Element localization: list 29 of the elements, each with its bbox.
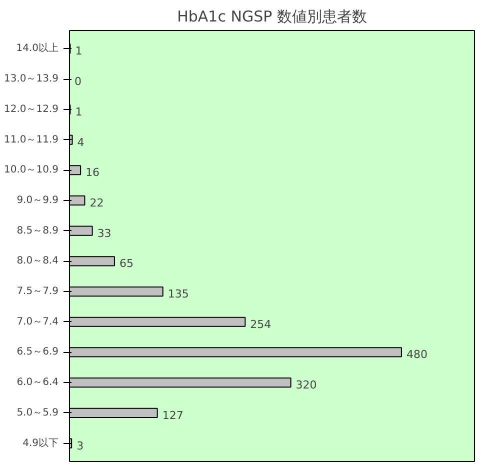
y-tick-label: 5.0～5.9 <box>16 407 59 418</box>
data-label: 135 <box>168 288 189 301</box>
data-label: 254 <box>250 318 272 331</box>
y-tick-label: 11.0～11.9 <box>4 134 58 146</box>
y-tick-label: 6.0～6.4 <box>16 377 59 388</box>
data-label: 320 <box>296 378 317 392</box>
data-label: 3 <box>76 439 84 452</box>
chart-title: HbA1c NGSP 数値別患者数 <box>177 8 367 26</box>
data-label: 4 <box>77 136 84 149</box>
y-tick-label: 6.5～6.9 <box>16 346 59 358</box>
y-tick-label: 4.9以下 <box>22 436 59 449</box>
y-tick-label: 8.0～8.4 <box>16 256 59 267</box>
y-tick-label: 9.0～9.9 <box>16 194 59 206</box>
data-label: 480 <box>406 348 428 362</box>
data-label: 1 <box>75 105 82 118</box>
data-label: 16 <box>86 166 100 180</box>
data-label: 22 <box>90 196 104 210</box>
data-label: 33 <box>97 226 112 240</box>
y-tick-label: 12.0～12.9 <box>4 104 58 115</box>
y-tick-label: 8.5～8.9 <box>16 225 59 236</box>
data-label: 0 <box>74 75 82 88</box>
y-tick-label: 14.0以上 <box>16 42 58 54</box>
data-label: 1 <box>75 44 82 58</box>
data-label: 65 <box>119 257 134 270</box>
y-tick-label: 10.0～10.9 <box>4 164 58 176</box>
data-label: 127 <box>162 408 184 422</box>
y-tick-label: 13.0～13.9 <box>4 74 58 85</box>
y-tick-label: 7.0～7.4 <box>16 316 59 328</box>
y-tick-label: 7.5～7.9 <box>16 286 59 298</box>
